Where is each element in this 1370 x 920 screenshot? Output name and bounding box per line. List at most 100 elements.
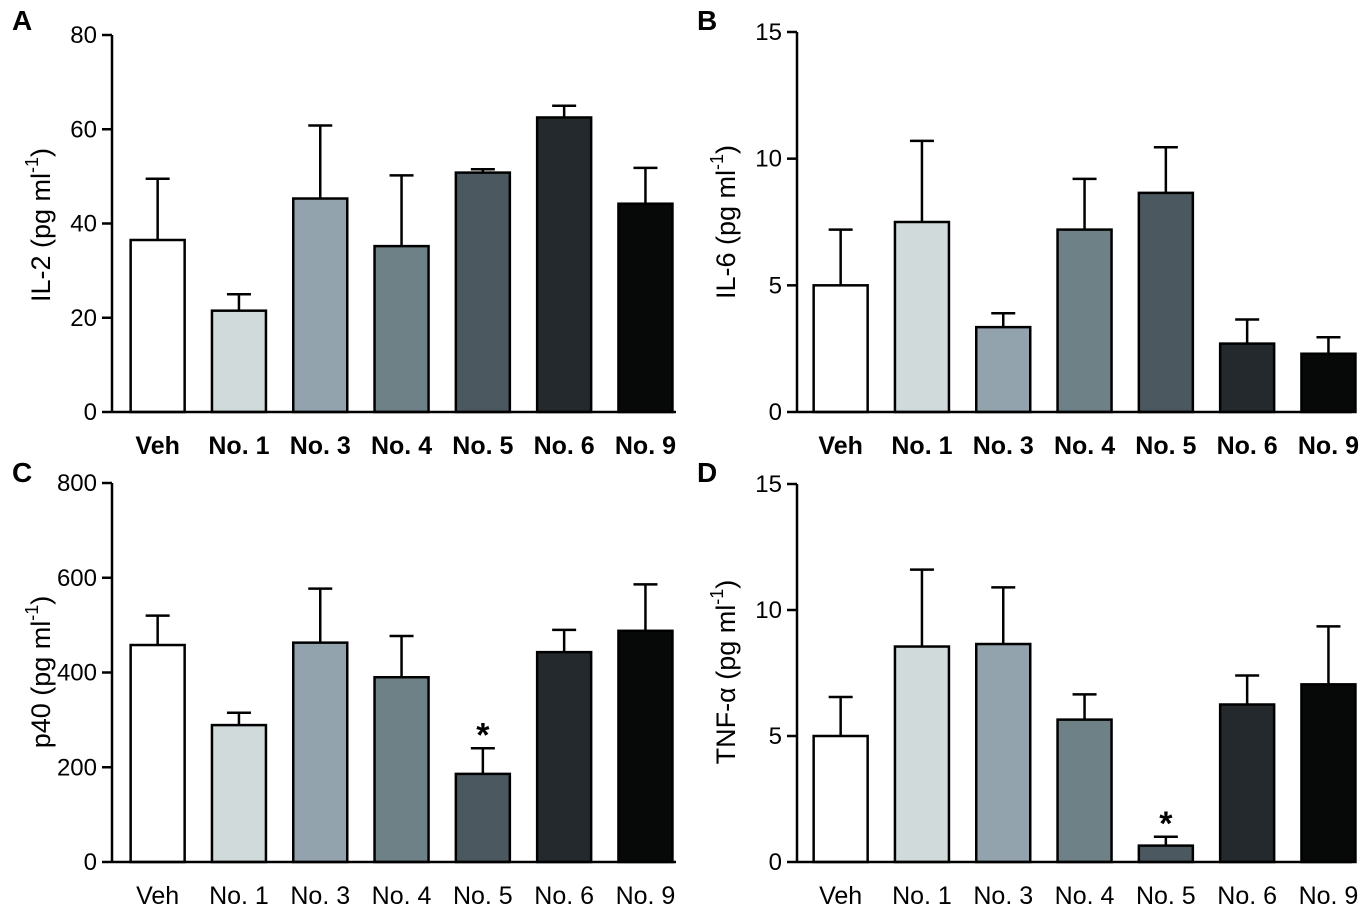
bar-a-no-5 <box>454 171 512 414</box>
x-tick-label-b-veh: Veh <box>818 432 862 460</box>
y-axis-label-sup-d: -1 <box>707 589 727 605</box>
y-tick-label-c-0: 0 <box>84 849 97 876</box>
bar-d-no-4 <box>1056 718 1113 864</box>
x-tick-label-d-no-3: No. 3 <box>973 882 1033 910</box>
bar-b-no-3 <box>975 325 1032 414</box>
x-tick-label-b-no-4: No. 4 <box>1054 432 1115 460</box>
y-tick-label-b-5: 5 <box>769 272 782 299</box>
x-tick-label-a-no-4: No. 4 <box>371 432 432 460</box>
bar-a-no-1 <box>210 309 268 414</box>
y-tick-label-d-0: 0 <box>769 849 782 876</box>
significance-marker-d-no-5: * <box>1159 805 1173 843</box>
x-tick-label-c-no-4: No. 4 <box>372 882 432 910</box>
x-tick-label-b-no-3: No. 3 <box>973 432 1034 460</box>
y-axis-label-close-d: ) <box>711 580 741 589</box>
x-tick-label-c-veh: Veh <box>136 882 179 910</box>
y-tick-label-a-0: 0 <box>84 399 97 426</box>
y-tick-label-a-40: 40 <box>70 211 97 238</box>
bar-b-no-1 <box>893 220 951 414</box>
y-axis-label-b: IL-6 (pg ml-1) <box>707 145 741 299</box>
y-tick-label-c-800: 800 <box>57 470 97 497</box>
bar-c-no-5 <box>454 772 512 864</box>
y-tick-label-c-400: 400 <box>57 660 97 687</box>
bar-a-no-9 <box>617 202 674 414</box>
y-axis-label-sup-b: -1 <box>707 154 727 170</box>
bar-c-no-9 <box>617 629 674 864</box>
y-tick-label-a-60: 60 <box>70 116 97 143</box>
y-tick-label-c-600: 600 <box>57 565 97 592</box>
bar-d-veh <box>812 734 869 864</box>
bar-a-no-4 <box>373 244 430 414</box>
y-tick-label-d-5: 5 <box>769 723 782 750</box>
x-tick-label-c-no-5: No. 5 <box>453 882 513 910</box>
x-tick-label-a-no-1: No. 1 <box>208 432 269 460</box>
y-tick-label-d-15: 15 <box>755 471 782 498</box>
bar-c-veh <box>129 643 186 864</box>
bar-b-veh <box>812 284 869 414</box>
bar-a-veh <box>129 238 186 414</box>
x-tick-label-a-no-3: No. 3 <box>290 432 351 460</box>
y-axis-label-close-c: ) <box>26 596 56 605</box>
y-axis-label-text-b: IL-6 (pg ml <box>711 170 741 299</box>
x-tick-label-d-no-9: No. 9 <box>1299 882 1359 910</box>
bar-b-no-9 <box>1300 352 1357 414</box>
x-tick-label-d-no-5: No. 5 <box>1136 882 1196 910</box>
y-tick-label-b-10: 10 <box>755 146 782 173</box>
y-axis-label-sup-a: -1 <box>22 157 42 173</box>
bar-d-no-6 <box>1218 703 1276 864</box>
y-axis-label-text-d: TNF-α (pg ml <box>711 605 741 765</box>
bar-d-no-1 <box>893 645 951 864</box>
y-tick-label-c-200: 200 <box>57 754 97 781</box>
x-tick-label-b-no-6: No. 6 <box>1217 432 1278 460</box>
x-tick-label-a-no-5: No. 5 <box>452 432 513 460</box>
x-tick-label-b-no-5: No. 5 <box>1135 432 1196 460</box>
bar-c-no-3 <box>292 641 349 864</box>
x-tick-label-a-no-9: No. 9 <box>615 432 676 460</box>
y-tick-label-d-10: 10 <box>755 597 782 624</box>
y-axis-label-sup-c: -1 <box>22 605 42 621</box>
bar-c-no-6 <box>535 650 593 864</box>
y-axis-label-d: TNF-α (pg ml-1) <box>707 580 741 765</box>
bar-b-no-5 <box>1137 191 1195 414</box>
x-tick-label-c-no-1: No. 1 <box>209 882 269 910</box>
x-tick-label-d-no-6: No. 6 <box>1217 882 1277 910</box>
bar-a-no-6 <box>535 116 593 414</box>
y-tick-label-b-15: 15 <box>755 19 782 46</box>
x-tick-label-b-no-1: No. 1 <box>891 432 952 460</box>
bar-c-no-1 <box>210 723 268 864</box>
panel-b-il6-chart: B 0 5 10 15 IL-6 (pg ml-1) Veh No. 1 No. 3 No. 4 N… <box>697 5 1359 460</box>
x-tick-label-c-no-3: No. 3 <box>290 882 350 910</box>
x-tick-label-a-veh: Veh <box>135 432 179 460</box>
y-axis-label-text-a: IL-2 (pg ml <box>26 173 56 302</box>
panel-letter-b: B <box>697 5 717 36</box>
y-axis-label-close-b: ) <box>711 145 741 154</box>
bar-b-no-6 <box>1218 342 1276 414</box>
x-tick-label-a-no-6: No. 6 <box>534 432 595 460</box>
x-tick-label-d-no-4: No. 4 <box>1055 882 1115 910</box>
bar-b-no-4 <box>1056 228 1113 414</box>
x-tick-label-d-veh: Veh <box>819 882 862 910</box>
x-tick-label-c-no-9: No. 9 <box>616 882 676 910</box>
bar-a-no-3 <box>292 197 349 414</box>
panel-letter-d: D <box>697 457 717 488</box>
y-axis-label-text-c: p40 (pg ml <box>26 621 56 749</box>
significance-marker-c-no-5: * <box>476 716 490 754</box>
bar-d-no-3 <box>975 642 1032 864</box>
x-tick-label-c-no-6: No. 6 <box>534 882 594 910</box>
y-axis-label-a: IL-2 (pg ml-1) <box>22 148 56 302</box>
panel-letter-c: C <box>12 457 32 488</box>
bar-c-no-4 <box>373 675 430 864</box>
panel-letter-a: A <box>12 5 32 36</box>
x-tick-label-b-no-9: No. 9 <box>1298 432 1359 460</box>
panel-d-tnfa-chart: D 0 5 10 15 TNF-α (pg ml-1) Veh No. 1 No. 3 No. 4… <box>697 457 1358 910</box>
bar-d-no-5 <box>1137 844 1195 864</box>
panel-a-il2-chart: A 0 20 40 60 80 IL-2 (pg ml-1) Veh No. 1 No. 3 No.… <box>12 5 676 460</box>
panel-c-p40-chart: C 0 200 400 600 800 p40 (pg ml-1) Veh No. 1 No. 3… <box>12 457 676 910</box>
bar-d-no-9 <box>1300 683 1357 864</box>
x-tick-label-d-no-1: No. 1 <box>892 882 952 910</box>
y-axis-label-close-a: ) <box>26 148 56 157</box>
y-tick-label-a-80: 80 <box>70 22 97 49</box>
y-axis-label-c: p40 (pg ml-1) <box>22 596 56 749</box>
y-tick-label-a-20: 20 <box>70 305 97 332</box>
